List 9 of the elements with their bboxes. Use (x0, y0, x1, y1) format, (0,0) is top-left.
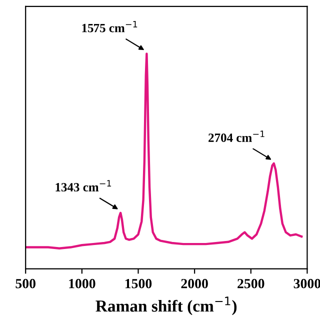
x-tick-label: 2000 (181, 278, 208, 288)
x-tick-label: 2500 (238, 278, 264, 288)
annotation: 1343 cm$^{−1}$ (56, 180, 112, 192)
x-tick-label: 1500 (125, 278, 152, 288)
x-tick-label: 1000 (69, 278, 96, 288)
annotation: 1575 cm$^{−1}$ (82, 20, 138, 32)
x-axis-title: Raman shift (cm$^{−1}$) (96, 296, 237, 316)
x-tick-label: 500 (16, 278, 36, 288)
annotation: 2704 cm$^{−1}$ (208, 130, 264, 142)
